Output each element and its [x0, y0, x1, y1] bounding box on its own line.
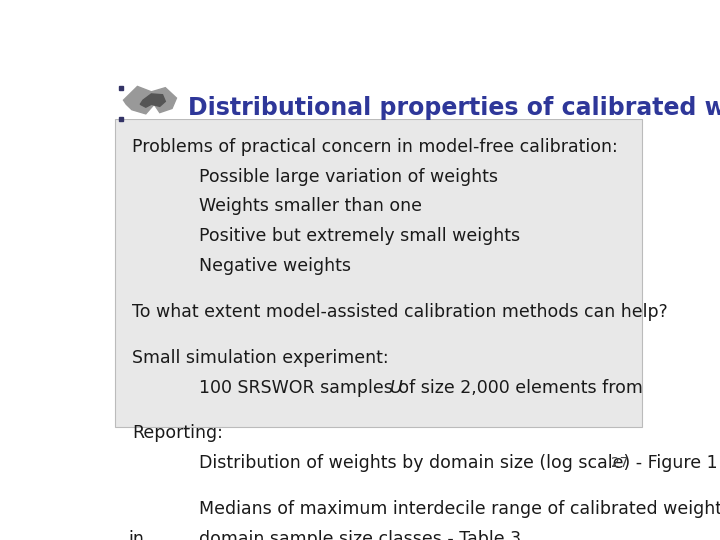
Text: U: U	[390, 379, 403, 397]
Polygon shape	[140, 94, 166, 107]
Text: Weights smaller than one: Weights smaller than one	[199, 198, 422, 215]
Polygon shape	[124, 86, 176, 114]
Text: domain sample size classes - Table 3: domain sample size classes - Table 3	[199, 530, 521, 540]
Text: Possible large variation of weights: Possible large variation of weights	[199, 167, 498, 186]
Text: Reporting:: Reporting:	[132, 424, 222, 442]
Text: Distributional properties of calibrated weights: Distributional properties of calibrated …	[188, 97, 720, 120]
Text: 27: 27	[611, 456, 629, 470]
Text: Small simulation experiment:: Small simulation experiment:	[132, 349, 389, 367]
Text: in: in	[128, 530, 144, 540]
Text: 100 SRSWOR samples of size 2,000 elements from: 100 SRSWOR samples of size 2,000 element…	[199, 379, 648, 397]
Text: Negative weights: Negative weights	[199, 258, 351, 275]
FancyBboxPatch shape	[115, 119, 642, 427]
Text: Positive but extremely small weights: Positive but extremely small weights	[199, 227, 520, 245]
FancyBboxPatch shape	[90, 65, 648, 119]
Text: Problems of practical concern in model-free calibration:: Problems of practical concern in model-f…	[132, 138, 618, 156]
Text: Medians of maximum interdecile range of calibrated weights: Medians of maximum interdecile range of …	[199, 500, 720, 518]
Text: Distribution of weights by domain size (log scale) - Figure 1: Distribution of weights by domain size (…	[199, 454, 717, 472]
Text: To what extent model-assisted calibration methods can help?: To what extent model-assisted calibratio…	[132, 303, 667, 321]
